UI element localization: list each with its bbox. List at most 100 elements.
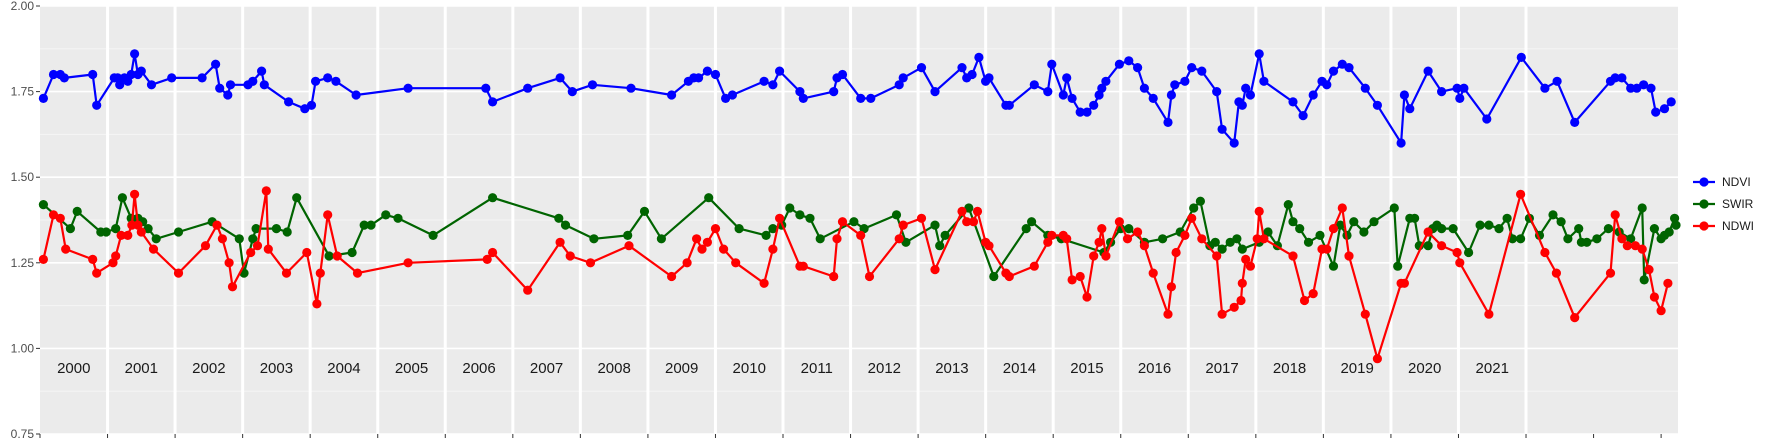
data-point-ndvi (146, 80, 157, 90)
data-point-ndvi (48, 69, 59, 80)
data-point-ndwi (1372, 354, 1382, 364)
legend-label: NDVI (1722, 175, 1751, 189)
year-label: 2021 (1476, 360, 1509, 377)
data-point-ndvi (257, 66, 267, 76)
data-point-ndwi (894, 234, 904, 244)
data-point-ndwi (1043, 237, 1053, 247)
data-point-ndwi (482, 254, 492, 264)
data-point-swir (1448, 224, 1458, 234)
data-point-ndwi (1067, 275, 1077, 285)
data-point-ndwi (1551, 268, 1561, 278)
data-point-ndvi (126, 69, 136, 80)
data-point-swir (1389, 203, 1399, 213)
data-point-ndvi (1610, 73, 1620, 83)
data-point-ndwi (832, 234, 842, 244)
data-point-ndvi (1029, 80, 1039, 90)
data-point-ndwi (403, 258, 413, 268)
data-point-ndwi (1399, 278, 1409, 288)
data-point-ndvi (1399, 90, 1409, 100)
data-point-ndvi (667, 90, 677, 100)
data-point-ndvi (1540, 83, 1550, 93)
year-label: 2006 (462, 360, 495, 377)
data-point-ndvi (1089, 100, 1099, 110)
data-point-swir (940, 230, 950, 240)
data-point-ndwi (1308, 289, 1318, 299)
data-point-swir (1582, 237, 1592, 247)
data-point-ndvi (1217, 124, 1227, 134)
data-point-swir (1437, 224, 1447, 234)
data-point-swir (935, 241, 945, 251)
data-point-ndwi (1237, 278, 1247, 288)
data-point-ndvi (1632, 83, 1642, 93)
data-point-ndvi (403, 83, 413, 93)
data-point-swir (111, 224, 121, 234)
data-point-ndwi (710, 224, 721, 234)
data-point-ndvi (1124, 56, 1134, 66)
data-point-ndwi (731, 258, 741, 268)
data-point-ndvi (136, 66, 146, 76)
data-point-swir (1484, 220, 1494, 230)
series-ndvi (38, 49, 1676, 148)
data-point-ndvi (775, 66, 785, 76)
data-point-ndvi (567, 87, 577, 97)
data-point-ndwi (692, 234, 702, 244)
data-point-ndwi (1649, 292, 1659, 302)
data-point-swir (1303, 237, 1314, 247)
data-point-swir (1335, 220, 1345, 230)
data-point-ndvi (1170, 80, 1180, 90)
data-point-swir (891, 210, 902, 220)
data-point-swir (143, 224, 153, 234)
data-point-ndwi (261, 186, 271, 196)
legend-key-point (1699, 221, 1709, 231)
data-point-ndwi (212, 220, 222, 230)
data-point-ndwi (61, 244, 71, 254)
data-point-swir (1263, 227, 1273, 237)
data-point-swir (1637, 203, 1647, 213)
data-point-ndwi (523, 285, 533, 295)
data-point-swir (292, 193, 302, 203)
data-point-ndvi (1405, 104, 1415, 114)
year-labels: 2000 2001 2002 2003 2004 2005 2006 2007 2008 2009… (57, 360, 1509, 377)
data-point-swir (1563, 234, 1573, 244)
data-point-swir (38, 200, 49, 210)
data-point-ndwi (972, 206, 983, 216)
legend: NDVI SWIR NDWI (1693, 175, 1754, 233)
data-point-swir (1027, 217, 1037, 227)
x-axis (39, 434, 1662, 438)
data-point-ndvi (721, 93, 731, 103)
data-point-swir (1295, 224, 1305, 234)
data-point-ndvi (481, 83, 491, 93)
data-point-swir (1664, 227, 1674, 237)
data-point-ndvi (894, 80, 904, 90)
data-point-ndwi (1097, 224, 1107, 234)
data-point-swir (1328, 261, 1339, 271)
data-point-ndwi (1163, 309, 1173, 319)
data-point-ndvi (259, 80, 269, 90)
data-point-ndvi (1229, 138, 1239, 148)
data-point-ndvi (1452, 83, 1462, 93)
data-point-swir (989, 271, 999, 282)
data-point-ndwi (1082, 292, 1092, 302)
data-point-ndvi (1639, 80, 1649, 90)
year-label: 2009 (665, 360, 698, 377)
data-point-ndwi (768, 244, 778, 254)
data-point-ndwi (1299, 295, 1310, 306)
data-point-ndwi (48, 210, 59, 220)
data-point-ndvi (1288, 97, 1298, 107)
data-point-ndwi (133, 220, 143, 230)
data-point-ndwi (252, 241, 263, 251)
data-point-ndwi (1344, 251, 1354, 261)
data-point-ndwi (1570, 313, 1580, 323)
data-point-swir (1464, 247, 1474, 258)
data-point-ndvi (1570, 117, 1580, 127)
data-point-ndvi (225, 80, 236, 90)
data-point-ndwi (1241, 254, 1251, 264)
year-label: 2017 (1205, 360, 1238, 377)
data-point-ndvi (1437, 87, 1447, 97)
data-point-swir (1124, 224, 1134, 234)
data-point-swir (101, 227, 111, 237)
legend-key-point (1699, 177, 1709, 187)
data-point-swir (1189, 203, 1199, 213)
data-point-swir (173, 227, 184, 237)
